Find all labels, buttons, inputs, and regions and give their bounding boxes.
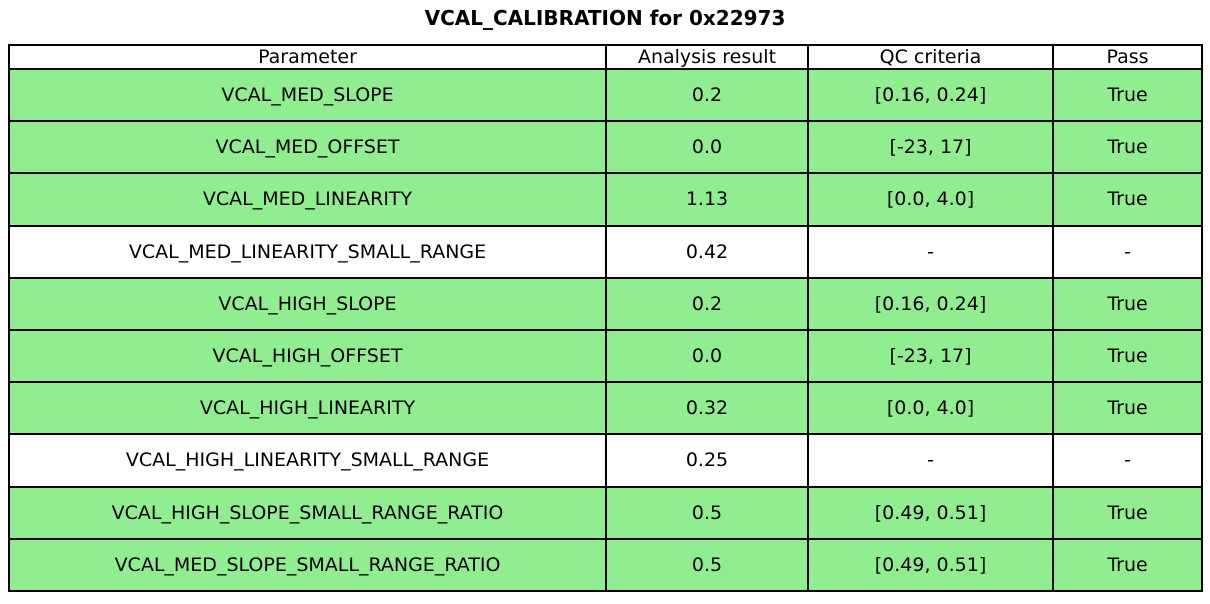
table-cell-parameter: VCAL_HIGH_OFFSET — [8, 328, 607, 384]
table-cell-qc-criteria: [0.16, 0.24] — [807, 67, 1054, 123]
table-cell-analysis-result: 0.42 — [605, 224, 809, 279]
table-row: VCAL_HIGH_LINEARITY_SMALL_RANGE 0.25- - — [8, 433, 1203, 488]
table-row: VCAL_HIGH_SLOPE 0.2 [0.16, 0.24] True — [8, 276, 1203, 331]
column-header-qc-criteria: QC criteria — [807, 44, 1054, 70]
table-cell-qc-criteria: - — [807, 224, 1054, 279]
table-row: VCAL_MED_LINEARITY_SMALL_RANGE 0.42- - — [8, 224, 1203, 279]
table-cell-parameter: VCAL_HIGH_LINEARITY_SMALL_RANGE — [8, 433, 607, 488]
column-header-parameter: Parameter — [8, 44, 607, 70]
table-body: VCAL_MED_SLOPE 0.2 [0.16, 0.24] True VCAL_ME… — [8, 67, 1203, 593]
table-row: VCAL_MED_OFFSET 0.0 [-23, 17] True — [8, 120, 1203, 175]
table-cell-parameter: VCAL_HIGH_SLOPE — [8, 276, 607, 331]
table-cell-pass: True — [1052, 537, 1203, 593]
table-cell-pass: - — [1052, 224, 1203, 279]
table-row: VCAL_MED_LINEARITY 1.13 [0.0, 4.0] True — [8, 172, 1203, 227]
table-cell-pass: True — [1052, 381, 1203, 436]
table-cell-parameter: VCAL_MED_SLOPE — [8, 67, 607, 123]
table-cell-qc-criteria: - — [807, 433, 1054, 488]
table-cell-analysis-result: 0.32 — [605, 381, 809, 436]
table-cell-qc-criteria: [0.16, 0.24] — [807, 276, 1054, 331]
table-cell-pass: True — [1052, 120, 1203, 175]
table-cell-pass: True — [1052, 67, 1203, 123]
table-cell-pass: True — [1052, 172, 1203, 227]
table-cell-pass: True — [1052, 328, 1203, 384]
table-row: VCAL_MED_SLOPE_SMALL_RANGE_RATIO 0.5 [0.49… — [8, 537, 1203, 593]
table-row: VCAL_HIGH_SLOPE_SMALL_RANGE_RATIO 0.5 [0.4… — [8, 485, 1203, 540]
header-row: Parameter Analysis result QC criteria Pa… — [8, 44, 1203, 70]
table-cell-analysis-result: 0.2 — [605, 276, 809, 331]
table-cell-analysis-result: 0.5 — [605, 485, 809, 540]
page-title: VCAL_CALIBRATION for 0x22973 — [424, 6, 786, 30]
table-cell-parameter: VCAL_MED_SLOPE_SMALL_RANGE_RATIO — [8, 537, 607, 593]
table-header: Parameter Analysis result QC criteria Pa… — [8, 44, 1203, 70]
table-cell-qc-criteria: [0.49, 0.51] — [807, 537, 1054, 593]
column-header-pass: Pass — [1052, 44, 1203, 70]
table-cell-parameter: VCAL_HIGH_LINEARITY — [8, 381, 607, 436]
qc-criteria-table: Parameter Analysis result QC criteria Pa… — [8, 44, 1203, 593]
table-cell-parameter: VCAL_HIGH_SLOPE_SMALL_RANGE_RATIO — [8, 485, 607, 540]
table-cell-qc-criteria: [0.49, 0.51] — [807, 485, 1054, 540]
table-cell-analysis-result: 0.2 — [605, 67, 809, 123]
table-cell-analysis-result: 0.0 — [605, 328, 809, 384]
table-row: VCAL_HIGH_OFFSET 0.0 [-23, 17] True — [8, 328, 1203, 384]
table-cell-analysis-result: 0.0 — [605, 120, 809, 175]
table-cell-pass: True — [1052, 276, 1203, 331]
column-header-analysis-result: Analysis result — [605, 44, 809, 70]
table-cell-pass: True — [1052, 485, 1203, 540]
table-cell-qc-criteria: [0.0, 4.0] — [807, 172, 1054, 227]
table-cell-qc-criteria: [-23, 17] — [807, 328, 1054, 384]
table-row: VCAL_HIGH_LINEARITY 0.32 [0.0, 4.0] True — [8, 381, 1203, 436]
table-cell-qc-criteria: [-23, 17] — [807, 120, 1054, 175]
table-cell-analysis-result: 0.25 — [605, 433, 809, 488]
table-cell-analysis-result: 0.5 — [605, 537, 809, 593]
table-cell-parameter: VCAL_MED_LINEARITY — [8, 172, 607, 227]
table-cell-pass: - — [1052, 433, 1203, 488]
table-cell-analysis-result: 1.13 — [605, 172, 809, 227]
table-row: VCAL_MED_SLOPE 0.2 [0.16, 0.24] True — [8, 67, 1203, 123]
table-cell-parameter: VCAL_MED_LINEARITY_SMALL_RANGE — [8, 224, 607, 279]
table-cell-qc-criteria: [0.0, 4.0] — [807, 381, 1054, 436]
table-cell-parameter: VCAL_MED_OFFSET — [8, 120, 607, 175]
